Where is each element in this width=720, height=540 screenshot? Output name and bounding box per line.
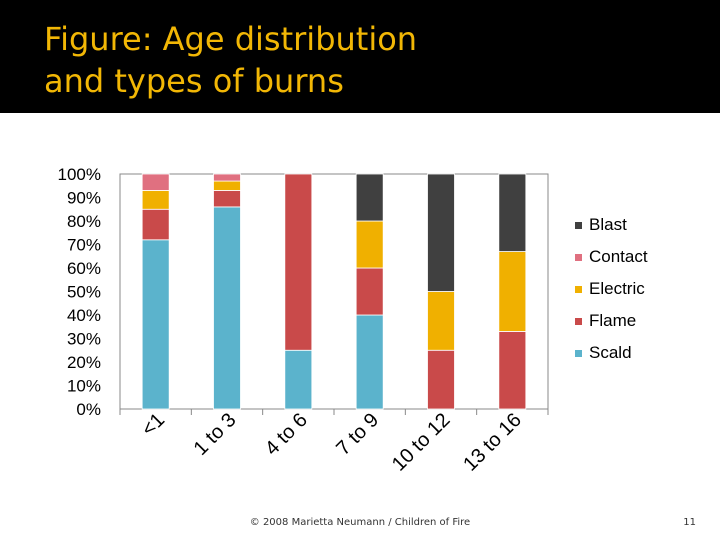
- x-tick-label: 13 to 16: [459, 409, 526, 476]
- bar-segment-contact: [141, 173, 170, 191]
- bar-segment-blast: [355, 173, 384, 222]
- bar-segment-electric: [427, 291, 455, 351]
- footer-copyright: © 2008 Marietta Neumann / Children of Fi…: [249, 517, 471, 528]
- y-tick-label: 80%: [67, 212, 101, 231]
- y-tick-label: 70%: [67, 236, 101, 255]
- title-band: [0, 0, 720, 113]
- legend-swatch-blast: [575, 222, 582, 229]
- x-tick-label: 7 to 9: [332, 409, 383, 460]
- bar-segment-flame: [498, 331, 527, 410]
- legend-label-electric: Electric: [589, 279, 645, 298]
- y-tick-label: 50%: [67, 283, 101, 302]
- bar-segment-scald: [284, 349, 313, 410]
- bar-segment-scald: [355, 314, 384, 410]
- y-tick-label: 10%: [67, 377, 101, 396]
- y-tick-label: 40%: [67, 306, 101, 325]
- y-tick-label: 60%: [67, 259, 101, 278]
- plot-area: [119, 173, 549, 410]
- bar-segment-flame: [213, 190, 241, 208]
- slide-title: Figure: Age distribution and types of bu…: [44, 18, 664, 102]
- legend-swatch-electric: [575, 286, 582, 293]
- bar-segment-electric: [498, 251, 527, 332]
- x-tick-label: <1: [138, 409, 170, 441]
- bar-segment-electric: [141, 190, 170, 210]
- y-tick-label: 0%: [76, 400, 101, 419]
- bar-segment-electric: [355, 220, 384, 269]
- y-tick-label: 20%: [67, 353, 101, 372]
- x-tick-label: 10 to 12: [388, 409, 455, 476]
- bar-segment-blast: [498, 173, 527, 252]
- y-tick-label: 100%: [58, 165, 101, 184]
- y-tick-label: 30%: [67, 330, 101, 349]
- bar-segment-scald: [141, 239, 170, 410]
- bar-segment-electric: [213, 180, 241, 191]
- legend-swatch-flame: [575, 318, 582, 325]
- legend-swatch-scald: [575, 350, 582, 357]
- x-tick-label: 4 to 6: [261, 409, 312, 460]
- legend-label-scald: Scald: [589, 343, 632, 362]
- bar-segment-flame: [284, 173, 313, 351]
- page-number: 11: [683, 517, 696, 528]
- legend-label-contact: Contact: [589, 247, 648, 266]
- y-tick-label: 90%: [67, 189, 101, 208]
- bar-segment-blast: [427, 173, 455, 292]
- bar-segment-flame: [141, 208, 170, 241]
- legend-label-flame: Flame: [589, 311, 636, 330]
- legend-label-blast: Blast: [589, 215, 627, 234]
- stacked-bar-chart: 0% 10% 20% 30% 40% 50% 60% 70% 80% 90% 100% <1 1 to …: [58, 165, 648, 476]
- slide-title-line-1: Figure: Age distribution: [44, 20, 418, 58]
- bar-segment-flame: [427, 349, 455, 410]
- slide-title-line-2: and types of burns: [44, 62, 344, 100]
- bar-segment-scald: [213, 206, 241, 410]
- legend-swatch-contact: [575, 254, 582, 261]
- bar-segment-flame: [355, 267, 384, 316]
- bar-segment-contact: [213, 173, 241, 182]
- x-tick-label: 1 to 3: [190, 409, 241, 460]
